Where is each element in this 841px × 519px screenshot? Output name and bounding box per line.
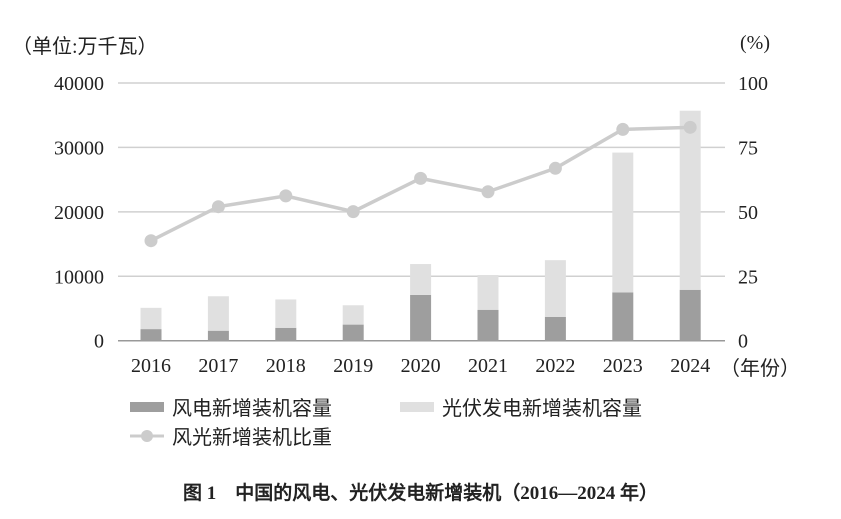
line-point bbox=[211, 200, 225, 214]
x-tick-label: 2016 bbox=[131, 355, 171, 377]
line-point bbox=[548, 161, 562, 175]
bar-solar bbox=[612, 152, 634, 293]
x-tick-label: 2017 bbox=[198, 355, 238, 377]
line-point bbox=[616, 122, 630, 136]
bar-wind bbox=[544, 316, 566, 341]
bar-wind bbox=[275, 327, 297, 341]
x-tick-label: 2024 bbox=[670, 355, 710, 377]
line-point bbox=[346, 205, 360, 219]
right-axis-unit: (%) bbox=[740, 32, 770, 54]
x-tick-label: 2023 bbox=[603, 355, 643, 377]
x-tick-label: 2022 bbox=[535, 355, 575, 377]
bar-solar bbox=[410, 264, 432, 295]
line-point bbox=[683, 120, 697, 134]
bar-wind bbox=[410, 294, 432, 341]
bar-wind bbox=[140, 329, 162, 341]
legend-item-solar: 光伏发电新增装机容量 bbox=[400, 392, 642, 421]
bar-wind bbox=[477, 309, 499, 341]
legend-swatch-solar bbox=[400, 401, 434, 412]
bar-wind bbox=[612, 292, 634, 341]
legend-item-share: 风光新增装机比重 bbox=[130, 421, 332, 450]
y-left-tick-label: 40000 bbox=[54, 73, 104, 95]
y-left-tick-label: 20000 bbox=[54, 202, 104, 224]
figure-caption: 图 1 中国的风电、光伏发电新增装机（2016—2024 年） bbox=[182, 483, 658, 504]
bar-solar bbox=[477, 274, 499, 310]
line-point bbox=[414, 171, 428, 185]
y-right-tick-label: 100 bbox=[738, 73, 768, 95]
legend-label-solar: 光伏发电新增装机容量 bbox=[442, 398, 642, 420]
y-left-tick-label: 0 bbox=[94, 331, 104, 353]
y-right-tick-label: 0 bbox=[738, 331, 748, 353]
legend-label-share: 风光新增装机比重 bbox=[172, 427, 332, 449]
legend-item-wind: 风电新增装机容量 bbox=[130, 392, 332, 421]
y-left-tick-label: 10000 bbox=[54, 266, 104, 288]
bar-solar bbox=[342, 305, 364, 325]
y-right-tick-label: 50 bbox=[738, 202, 758, 224]
y-right-tick-label: 75 bbox=[738, 137, 758, 159]
line-point bbox=[481, 185, 495, 199]
legend-label-wind: 风电新增装机容量 bbox=[172, 398, 332, 420]
bar-wind bbox=[207, 330, 229, 341]
bar-wind bbox=[679, 289, 701, 341]
bar-wind bbox=[342, 324, 364, 341]
left-axis-unit: （单位:万千瓦） bbox=[12, 36, 158, 58]
bar-solar bbox=[275, 299, 297, 328]
line-point bbox=[144, 234, 158, 248]
line-point bbox=[279, 189, 293, 203]
x-tick-label: 2019 bbox=[333, 355, 373, 377]
bar-solar bbox=[140, 307, 162, 330]
x-axis-unit: （年份） bbox=[720, 358, 800, 380]
legend-swatch-wind bbox=[130, 401, 164, 412]
x-tick-label: 2020 bbox=[401, 355, 441, 377]
bar-solar bbox=[679, 110, 701, 290]
bar-solar bbox=[207, 296, 229, 331]
x-tick-label: 2021 bbox=[468, 355, 508, 377]
bar-solar bbox=[544, 260, 566, 317]
legend-line-marker-icon bbox=[130, 429, 164, 442]
x-tick-label: 2018 bbox=[266, 355, 306, 377]
y-right-tick-label: 25 bbox=[738, 266, 758, 288]
y-left-tick-label: 30000 bbox=[54, 137, 104, 159]
